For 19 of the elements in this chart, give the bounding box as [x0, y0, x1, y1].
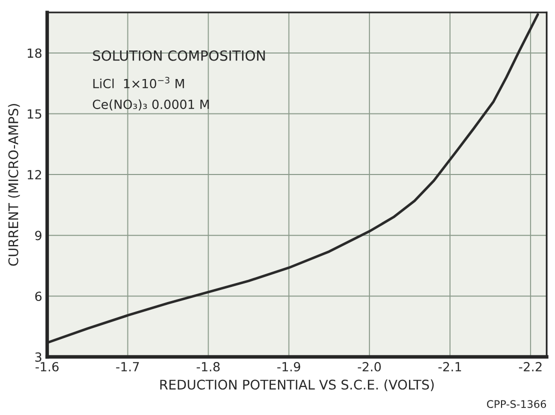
text: CPP-S-1366 [487, 400, 546, 408]
x-axis-title: REDUCTION POTENTIAL VS S.C.E. (VOLTS) [160, 379, 434, 392]
y-tick-label: 15 [28, 109, 42, 119]
y-tick-label: 18 [28, 48, 42, 58]
annotation: LiCl 1×10$^{−3}$ M [93, 76, 184, 88]
x-tick-label: -1.8 [196, 362, 220, 372]
x-tick-label: -1.7 [116, 362, 139, 372]
y-tick-label: 9 [35, 230, 42, 240]
x-tick-label: -2.2 [518, 362, 542, 372]
x-tick-label: -2.1 [438, 362, 462, 372]
y-tick-label: 12 [28, 170, 42, 180]
y-tick-label: 6 [35, 292, 42, 302]
y-axis-title: CURRENT (MICRO-AMPS) [8, 104, 20, 266]
annotation: Ce(NO₃)₃ 0.0001 M [92, 99, 209, 111]
y-tick-label: 3 [35, 352, 42, 362]
x-tick-label: -1.9 [277, 362, 300, 372]
annotation: SOLUTION COMPOSITION [93, 50, 265, 61]
x-tick-label: -2.0 [358, 362, 381, 372]
x-tick-label: -1.6 [36, 362, 59, 372]
